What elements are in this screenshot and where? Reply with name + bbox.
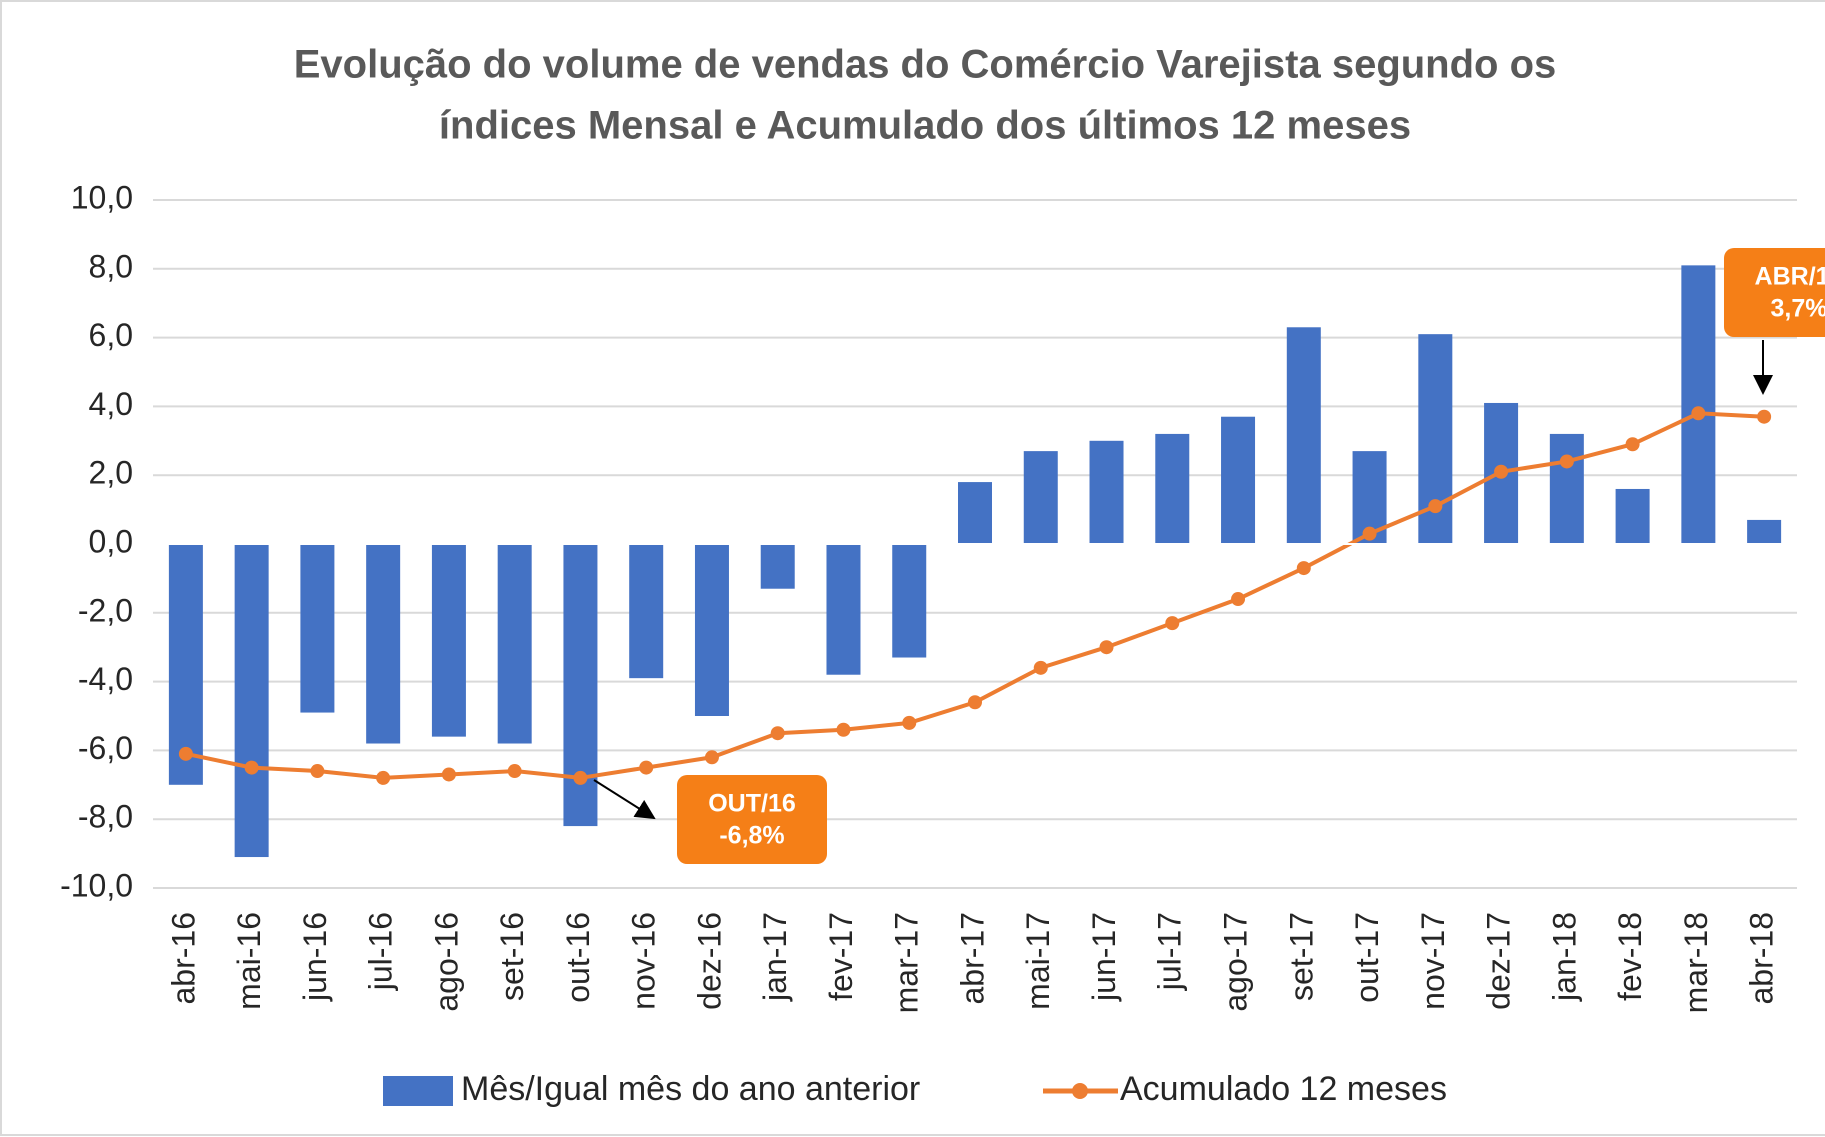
x-tick-label: jun-17 — [1086, 912, 1122, 1002]
bar — [629, 544, 664, 679]
bar — [1155, 433, 1190, 544]
x-tick-label: jan-17 — [757, 912, 793, 1002]
y-tick-label: -2,0 — [78, 592, 133, 628]
x-tick-label: mar-17 — [889, 912, 925, 1013]
y-tick-label: 2,0 — [89, 455, 133, 491]
y-tick-label: 6,0 — [89, 317, 133, 353]
line-point — [1428, 499, 1443, 514]
line-point — [639, 760, 654, 775]
line-point — [310, 764, 325, 779]
line-point — [770, 726, 785, 741]
bar — [300, 544, 335, 713]
bar — [1615, 488, 1650, 544]
bar — [1221, 416, 1256, 544]
line-point — [836, 722, 851, 737]
x-tick-label: dez-17 — [1481, 912, 1517, 1010]
y-tick-label: -4,0 — [78, 661, 133, 697]
line-point — [1757, 409, 1772, 424]
y-tick-label: -6,0 — [78, 730, 133, 766]
x-tick-label: jul-17 — [1152, 912, 1188, 991]
x-tick-label: ago-16 — [428, 912, 464, 1012]
line-point — [1231, 592, 1246, 607]
bar — [1549, 433, 1584, 544]
line-point — [1033, 660, 1048, 675]
legend-label: Mês/Igual mês do ano anterior — [461, 1070, 920, 1108]
x-tick-label: fev-18 — [1612, 912, 1648, 1001]
legend-swatch — [1072, 1083, 1088, 1099]
line-point — [968, 695, 982, 710]
bar — [826, 544, 861, 675]
line-point — [1559, 454, 1574, 469]
bar — [1747, 519, 1782, 544]
bar — [431, 544, 466, 737]
x-tick-label: abr-18 — [1744, 912, 1780, 1005]
bar — [892, 544, 927, 658]
line-point — [1494, 464, 1509, 479]
x-tick-label: jun-16 — [297, 912, 333, 1002]
x-tick-label: ago-17 — [1217, 912, 1253, 1012]
line-point — [704, 750, 719, 765]
line-point — [1691, 406, 1706, 421]
annotation-text: -6,8% — [719, 822, 784, 850]
x-tick-label: set-16 — [494, 912, 530, 1001]
line-point — [441, 767, 456, 782]
bar — [234, 544, 269, 858]
bar — [168, 544, 203, 785]
y-tick-label: 10,0 — [71, 179, 133, 215]
line-point — [1099, 640, 1114, 655]
legend-label: Acumulado 12 meses — [1120, 1070, 1447, 1108]
annotation-text: 3,7% — [1771, 295, 1825, 323]
line-point — [1296, 561, 1311, 576]
line-point — [1165, 616, 1180, 631]
chart-title: índices Mensal e Acumulado dos últimos 1… — [439, 104, 1411, 148]
bar — [1089, 440, 1124, 544]
x-tick-label: nov-17 — [1415, 912, 1451, 1010]
line-point — [507, 764, 522, 779]
chart-title: Evolução do volume de vendas do Comércio… — [294, 43, 1557, 87]
x-tick-label: dez-16 — [691, 912, 727, 1010]
x-tick-label: jan-18 — [1546, 912, 1582, 1002]
y-tick-label: -10,0 — [60, 867, 133, 903]
y-tick-label: -8,0 — [78, 799, 133, 835]
bar — [694, 544, 729, 716]
annotation-box — [677, 775, 827, 864]
y-tick-label: 4,0 — [89, 386, 133, 422]
x-tick-label: jul-16 — [363, 912, 399, 991]
line-point — [1625, 437, 1640, 452]
line-point — [573, 770, 588, 785]
annotation-box — [1724, 248, 1825, 337]
legend-swatch — [383, 1076, 453, 1106]
bar — [1286, 327, 1321, 544]
line-point — [376, 770, 391, 785]
x-tick-label: abr-16 — [165, 912, 201, 1005]
bar — [958, 482, 992, 544]
x-tick-label: mai-16 — [231, 912, 267, 1010]
annotation-label: OUT/16 — [708, 790, 796, 818]
annotation-label: ABR/18 — [1755, 263, 1825, 291]
y-tick-label: 8,0 — [89, 248, 133, 284]
line-point — [178, 746, 193, 761]
x-tick-label: out-16 — [560, 912, 596, 1003]
bar — [366, 544, 401, 744]
annotation-arrow — [593, 779, 656, 820]
bar — [1681, 265, 1716, 544]
bar — [497, 544, 532, 744]
line-point — [902, 715, 917, 730]
x-tick-label: mar-18 — [1678, 912, 1714, 1013]
x-tick-label: out-17 — [1349, 912, 1385, 1003]
line-point — [244, 760, 259, 775]
y-tick-label: 0,0 — [89, 523, 133, 559]
x-tick-label: fev-17 — [823, 912, 859, 1001]
x-tick-label: mai-17 — [1020, 912, 1056, 1010]
bar — [760, 544, 795, 589]
x-tick-label: set-17 — [1283, 912, 1319, 1001]
x-tick-label: abr-17 — [954, 912, 990, 1005]
x-tick-label: nov-16 — [626, 912, 662, 1010]
line-point — [1362, 526, 1377, 541]
bar — [1023, 451, 1058, 544]
